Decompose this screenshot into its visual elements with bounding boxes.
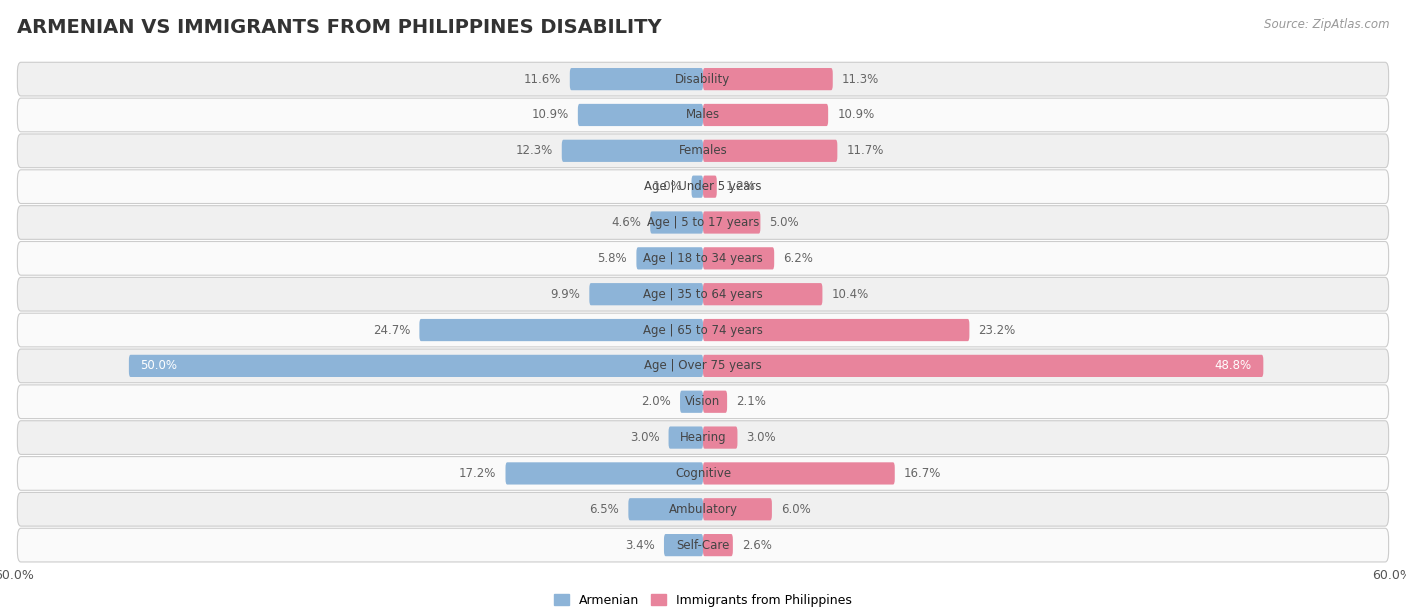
FancyBboxPatch shape (419, 319, 703, 341)
Text: 10.4%: 10.4% (831, 288, 869, 300)
FancyBboxPatch shape (578, 104, 703, 126)
Text: 1.0%: 1.0% (652, 180, 682, 193)
FancyBboxPatch shape (703, 211, 761, 234)
FancyBboxPatch shape (703, 319, 969, 341)
Text: Age | 18 to 34 years: Age | 18 to 34 years (643, 252, 763, 265)
FancyBboxPatch shape (17, 277, 1389, 311)
FancyBboxPatch shape (17, 62, 1389, 96)
Text: Age | 5 to 17 years: Age | 5 to 17 years (647, 216, 759, 229)
Text: 6.0%: 6.0% (782, 503, 811, 516)
Text: Vision: Vision (685, 395, 721, 408)
Text: 23.2%: 23.2% (979, 324, 1015, 337)
Text: 11.7%: 11.7% (846, 144, 884, 157)
Legend: Armenian, Immigrants from Philippines: Armenian, Immigrants from Philippines (548, 589, 858, 612)
Text: 2.0%: 2.0% (641, 395, 671, 408)
Text: ARMENIAN VS IMMIGRANTS FROM PHILIPPINES DISABILITY: ARMENIAN VS IMMIGRANTS FROM PHILIPPINES … (17, 18, 661, 37)
Text: Age | Over 75 years: Age | Over 75 years (644, 359, 762, 372)
Text: 6.5%: 6.5% (589, 503, 619, 516)
Text: Source: ZipAtlas.com: Source: ZipAtlas.com (1264, 18, 1389, 31)
Text: 1.2%: 1.2% (725, 180, 756, 193)
Text: Age | Under 5 years: Age | Under 5 years (644, 180, 762, 193)
Text: 11.3%: 11.3% (842, 73, 879, 86)
FancyBboxPatch shape (637, 247, 703, 269)
Text: 6.2%: 6.2% (783, 252, 813, 265)
FancyBboxPatch shape (17, 349, 1389, 382)
FancyBboxPatch shape (703, 68, 832, 90)
Text: Disability: Disability (675, 73, 731, 86)
FancyBboxPatch shape (703, 176, 717, 198)
FancyBboxPatch shape (17, 420, 1389, 455)
Text: 50.0%: 50.0% (141, 359, 177, 372)
FancyBboxPatch shape (17, 242, 1389, 275)
FancyBboxPatch shape (17, 98, 1389, 132)
FancyBboxPatch shape (506, 462, 703, 485)
Text: 2.1%: 2.1% (737, 395, 766, 408)
FancyBboxPatch shape (17, 457, 1389, 490)
FancyBboxPatch shape (664, 534, 703, 556)
FancyBboxPatch shape (703, 427, 738, 449)
Text: 4.6%: 4.6% (612, 216, 641, 229)
FancyBboxPatch shape (569, 68, 703, 90)
FancyBboxPatch shape (17, 134, 1389, 168)
Text: Hearing: Hearing (679, 431, 727, 444)
FancyBboxPatch shape (669, 427, 703, 449)
Text: 5.8%: 5.8% (598, 252, 627, 265)
FancyBboxPatch shape (17, 313, 1389, 347)
Text: 3.4%: 3.4% (626, 539, 655, 551)
Text: Females: Females (679, 144, 727, 157)
FancyBboxPatch shape (17, 528, 1389, 562)
Text: Age | 35 to 64 years: Age | 35 to 64 years (643, 288, 763, 300)
FancyBboxPatch shape (562, 140, 703, 162)
FancyBboxPatch shape (650, 211, 703, 234)
Text: 10.9%: 10.9% (531, 108, 568, 121)
FancyBboxPatch shape (628, 498, 703, 520)
Text: 60.0%: 60.0% (1372, 570, 1406, 583)
Text: 12.3%: 12.3% (516, 144, 553, 157)
Text: Self-Care: Self-Care (676, 539, 730, 551)
FancyBboxPatch shape (703, 462, 894, 485)
Text: 17.2%: 17.2% (458, 467, 496, 480)
FancyBboxPatch shape (17, 493, 1389, 526)
Text: 16.7%: 16.7% (904, 467, 941, 480)
FancyBboxPatch shape (703, 534, 733, 556)
Text: 3.0%: 3.0% (630, 431, 659, 444)
Text: Cognitive: Cognitive (675, 467, 731, 480)
Text: Age | 65 to 74 years: Age | 65 to 74 years (643, 324, 763, 337)
FancyBboxPatch shape (703, 140, 838, 162)
FancyBboxPatch shape (703, 390, 727, 413)
FancyBboxPatch shape (17, 206, 1389, 239)
Text: Males: Males (686, 108, 720, 121)
FancyBboxPatch shape (681, 390, 703, 413)
Text: 5.0%: 5.0% (769, 216, 799, 229)
FancyBboxPatch shape (17, 170, 1389, 204)
Text: 3.0%: 3.0% (747, 431, 776, 444)
Text: 11.6%: 11.6% (523, 73, 561, 86)
Text: 9.9%: 9.9% (550, 288, 581, 300)
Text: 2.6%: 2.6% (742, 539, 772, 551)
Text: 10.9%: 10.9% (838, 108, 875, 121)
Text: 60.0%: 60.0% (0, 570, 34, 583)
Text: Ambulatory: Ambulatory (668, 503, 738, 516)
FancyBboxPatch shape (703, 355, 1264, 377)
FancyBboxPatch shape (703, 247, 775, 269)
FancyBboxPatch shape (703, 498, 772, 520)
FancyBboxPatch shape (703, 104, 828, 126)
FancyBboxPatch shape (129, 355, 703, 377)
FancyBboxPatch shape (692, 176, 703, 198)
Text: 48.8%: 48.8% (1215, 359, 1251, 372)
Text: 24.7%: 24.7% (373, 324, 411, 337)
FancyBboxPatch shape (589, 283, 703, 305)
FancyBboxPatch shape (703, 283, 823, 305)
FancyBboxPatch shape (17, 385, 1389, 419)
